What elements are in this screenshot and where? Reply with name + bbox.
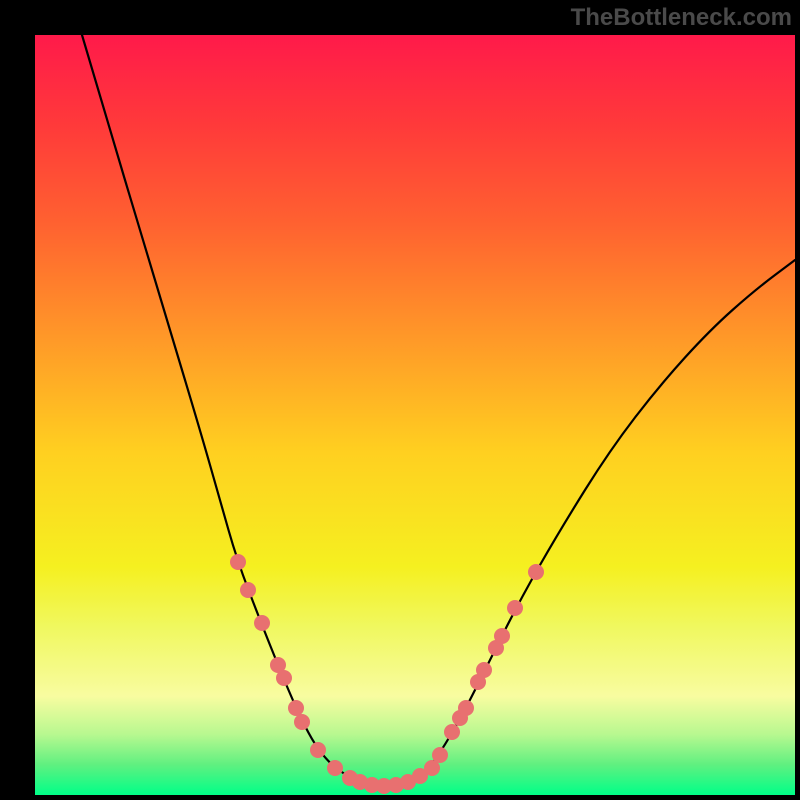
data-marker — [507, 600, 523, 616]
data-marker — [476, 662, 492, 678]
data-marker — [240, 582, 256, 598]
data-marker — [294, 714, 310, 730]
data-marker — [444, 724, 460, 740]
data-marker — [327, 760, 343, 776]
data-marker — [458, 700, 474, 716]
data-marker — [432, 747, 448, 763]
data-marker — [310, 742, 326, 758]
data-marker — [230, 554, 246, 570]
watermark-text: TheBottleneck.com — [571, 4, 792, 32]
data-marker — [254, 615, 270, 631]
data-marker — [288, 700, 304, 716]
data-marker — [276, 670, 292, 686]
data-marker — [494, 628, 510, 644]
chart-svg — [0, 0, 800, 800]
data-marker — [528, 564, 544, 580]
plot-background — [35, 35, 795, 795]
